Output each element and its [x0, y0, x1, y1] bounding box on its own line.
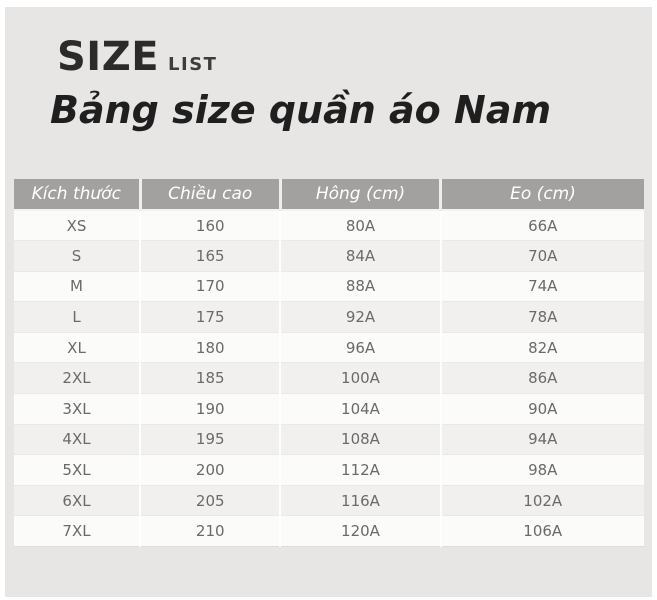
- table-cell: 84A: [279, 240, 441, 272]
- table-cell: 108A: [279, 423, 441, 455]
- table-cell: 180: [138, 331, 281, 363]
- panel: SIZE LIST Bảng size quần áo Nam Kích thư…: [5, 7, 652, 597]
- column-header-1: Chiều cao: [138, 179, 281, 210]
- table-row: XL 180 96A 82A: [14, 331, 644, 363]
- brand: SIZE LIST: [57, 37, 217, 77]
- table-cell: 160: [138, 209, 281, 241]
- table-cell: 7XL: [14, 515, 140, 548]
- table-cell: 98A: [439, 454, 644, 486]
- column-header-0: Kích thước: [14, 179, 140, 210]
- brand-size-text: SIZE: [57, 34, 160, 80]
- size-table-body: XS 160 80A 66A S 165 84A 70A M 170 88A 74A L 175 92A 78…: [14, 209, 644, 548]
- table-row: M 170 88A 74A: [14, 270, 644, 302]
- table-cell: 170: [138, 270, 281, 302]
- size-table-head: Kích thước Chiều cao Hông (cm) Eo (cm): [14, 179, 644, 210]
- table-cell: 88A: [279, 270, 441, 302]
- table-cell: 3XL: [14, 393, 140, 425]
- brand-list-text: LIST: [168, 54, 218, 75]
- table-cell: 165: [138, 240, 281, 272]
- table-cell: 86A: [439, 362, 644, 394]
- table-cell: 96A: [279, 331, 441, 363]
- table-row: 3XL 190 104A 90A: [14, 393, 644, 425]
- table-cell: S: [14, 240, 140, 272]
- table-cell: 90A: [439, 393, 644, 425]
- table-cell: XS: [14, 209, 140, 241]
- table-cell: 104A: [279, 393, 441, 425]
- table-row: 5XL 200 112A 98A: [14, 454, 644, 486]
- table-cell: 106A: [439, 515, 644, 548]
- table-cell: 74A: [439, 270, 644, 302]
- column-header-2: Hông (cm): [278, 179, 441, 210]
- table-cell: 5XL: [14, 454, 140, 486]
- table-cell: 102A: [439, 484, 644, 516]
- table-cell: 175: [138, 301, 281, 333]
- size-table: Kích thước Chiều cao Hông (cm) Eo (cm) XS 16…: [14, 179, 644, 548]
- table-cell: 200: [138, 454, 281, 486]
- table-cell: 66A: [439, 209, 644, 241]
- table-cell: 4XL: [14, 423, 140, 455]
- table-row: 7XL 210 120A 106A: [14, 515, 644, 548]
- table-cell: 116A: [279, 484, 441, 516]
- table-cell: 120A: [279, 515, 441, 548]
- table-cell: L: [14, 301, 140, 333]
- table-cell: 190: [138, 393, 281, 425]
- table-row: 4XL 195 108A 94A: [14, 423, 644, 455]
- table-cell: 205: [138, 484, 281, 516]
- table-row: L 175 92A 78A: [14, 301, 644, 333]
- table-cell: 92A: [279, 301, 441, 333]
- table-cell: 78A: [439, 301, 644, 333]
- column-header-3: Eo (cm): [439, 179, 644, 210]
- table-cell: 6XL: [14, 484, 140, 516]
- table-cell: 70A: [439, 240, 644, 272]
- table-cell: 210: [138, 515, 281, 548]
- table-header-row: Kích thước Chiều cao Hông (cm) Eo (cm): [14, 179, 644, 210]
- table-cell: 100A: [279, 362, 441, 394]
- table-cell: 112A: [279, 454, 441, 486]
- table-cell: 195: [138, 423, 281, 455]
- table-row: 2XL 185 100A 86A: [14, 362, 644, 394]
- table-row: XS 160 80A 66A: [14, 209, 644, 241]
- table-cell: 80A: [279, 209, 441, 241]
- table-cell: 185: [138, 362, 281, 394]
- table-row: S 165 84A 70A: [14, 240, 644, 272]
- table-row: 6XL 205 116A 102A: [14, 484, 644, 516]
- table-cell: M: [14, 270, 140, 302]
- table-cell: 94A: [439, 423, 644, 455]
- table-cell: 2XL: [14, 362, 140, 394]
- table-cell: 82A: [439, 331, 644, 363]
- page-title: Bảng size quần áo Nam: [50, 88, 552, 132]
- table-cell: XL: [14, 331, 140, 363]
